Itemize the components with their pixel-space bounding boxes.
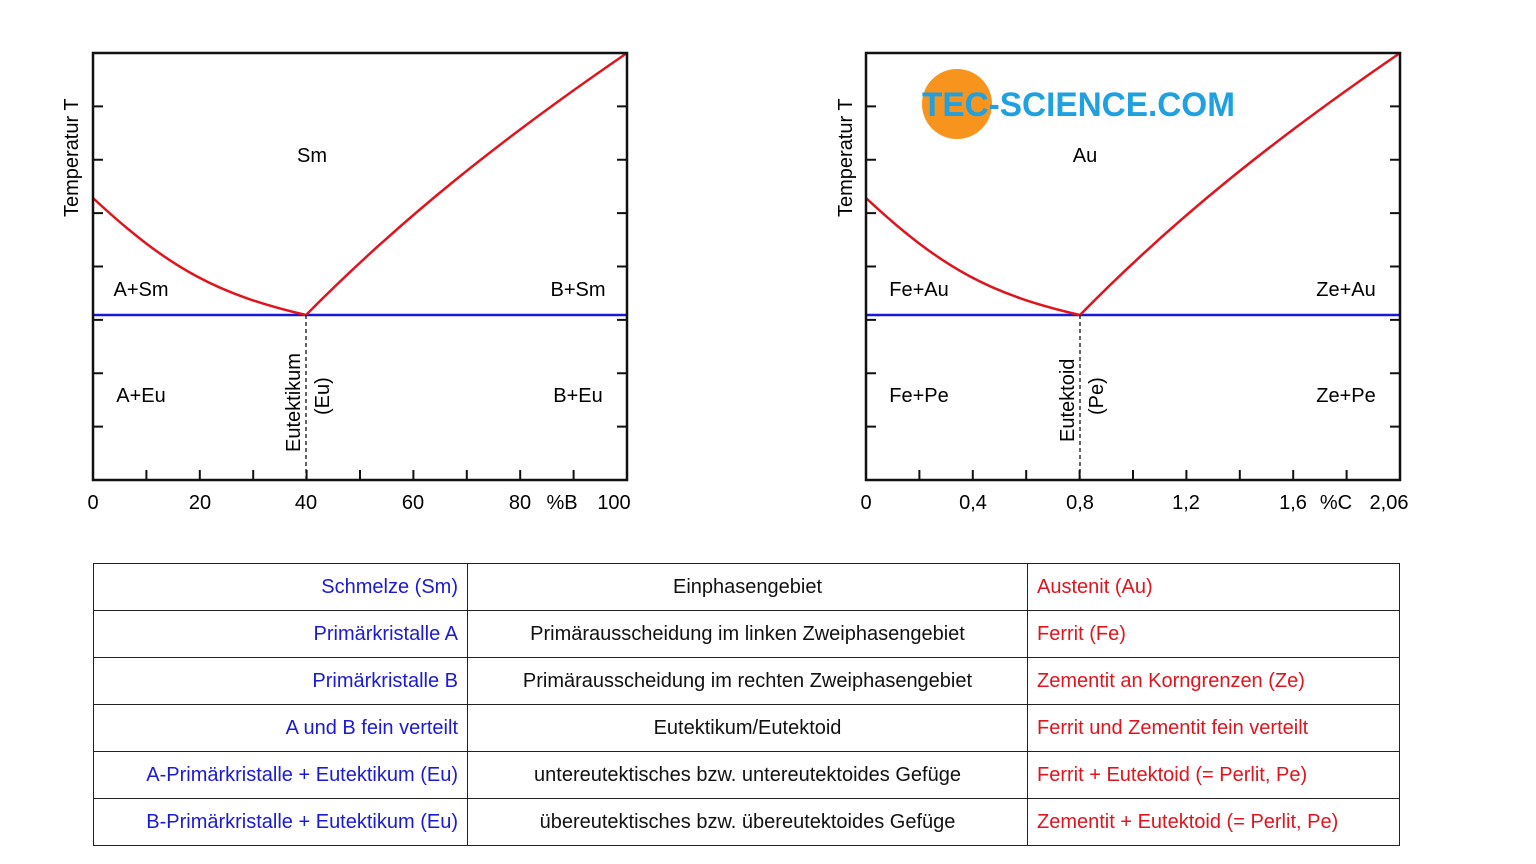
axis-ticks-left: [93, 105, 627, 480]
plot-frame-left: [91, 51, 629, 482]
logo-text: TEC-SCIENCE.COM: [922, 86, 1235, 124]
region-label-low-left: A+Eu: [116, 385, 165, 407]
steel-phase-cell: Ferrit und Zementit fein verteilt: [1027, 704, 1400, 752]
steel-phase-cell: Zementit + Eutektoid (= Perlit, Pe): [1027, 798, 1400, 846]
steel-phase-cell: Ferrit + Eutektoid (= Perlit, Pe): [1027, 751, 1400, 799]
table-row: Primärkristalle A Primärausscheidung im …: [93, 610, 1400, 658]
region-label-mid-right: B+Sm: [550, 279, 605, 301]
eutectoid-vertical-label-abbrev: (Pe): [1086, 377, 1108, 415]
y-axis-label-left: Temperatur T: [61, 98, 83, 217]
liquidus-left-branch: [92, 197, 307, 317]
region-label-low-left: Fe+Pe: [889, 385, 948, 407]
table-row: Schmelze (Sm) Einphasengebiet Austenit (…: [93, 563, 1400, 611]
phase-diagrams: Temperatur T Sm A+Sm B+Sm A+Eu B+Eu Eute…: [61, 51, 1409, 514]
x-tick-label: 40: [295, 492, 317, 514]
x-axis-label-left: %B: [546, 492, 577, 514]
alloy-phase-cell: Primärkristalle B: [93, 657, 468, 705]
description-cell: Einphasengebiet: [467, 563, 1028, 611]
steel-phase-cell: Ferrit (Fe): [1027, 610, 1400, 658]
acm-line: [1079, 51, 1401, 316]
x-tick-label: 0,4: [959, 492, 987, 514]
phase-legend-table: Schmelze (Sm) Einphasengebiet Austenit (…: [93, 563, 1400, 846]
region-label-top: Sm: [297, 145, 327, 167]
alloy-phase-cell: A-Primärkristalle + Eutektikum (Eu): [93, 751, 468, 799]
steel-phase-cell: Austenit (Au): [1027, 563, 1400, 611]
x-axis-label-right: %C: [1320, 492, 1352, 514]
region-label-mid-right: Ze+Au: [1316, 279, 1375, 301]
phase-diagram-left: Temperatur T Sm A+Sm B+Sm A+Eu B+Eu Eute…: [61, 51, 631, 514]
a3-line: [865, 197, 1081, 317]
axis-ticks-right: [866, 105, 1400, 480]
x-tick-label: 0: [87, 492, 98, 514]
liquidus-right-branch: [305, 51, 628, 316]
steel-phase-cell: Zementit an Korngrenzen (Ze): [1027, 657, 1400, 705]
x-tick-label: 60: [402, 492, 424, 514]
alloy-phase-cell: Schmelze (Sm): [93, 563, 468, 611]
eutectic-vertical-label: Eutektikum: [283, 353, 305, 452]
x-tick-label: 1,6: [1279, 492, 1307, 514]
x-tick-label: 0,8: [1066, 492, 1094, 514]
description-cell: übereutektisches bzw. übereutektoides Ge…: [467, 798, 1028, 846]
x-tick-label: 2,06: [1370, 492, 1409, 514]
plot-frame-right: [864, 51, 1402, 482]
table-row: A und B fein verteilt Eutektikum/Eutekto…: [93, 704, 1400, 752]
x-tick-label: 100: [597, 492, 630, 514]
region-label-mid-left: A+Sm: [113, 279, 168, 301]
description-cell: Primärausscheidung im rechten Zweiphasen…: [467, 657, 1028, 705]
description-cell: Primärausscheidung im linken Zweiphaseng…: [467, 610, 1028, 658]
description-cell: Eutektikum/Eutektoid: [467, 704, 1028, 752]
logo-circle: [922, 69, 992, 139]
region-label-top: Au: [1073, 145, 1097, 167]
region-label-low-right: Ze+Pe: [1316, 385, 1375, 407]
eutectoid-vertical-label: Eutektoid: [1057, 359, 1079, 442]
table-row: Primärkristalle B Primärausscheidung im …: [93, 657, 1400, 705]
eutectic-vertical-label-abbrev: (Eu): [312, 377, 334, 415]
table-row: B-Primärkristalle + Eutektikum (Eu) über…: [93, 798, 1400, 846]
alloy-phase-cell: A und B fein verteilt: [93, 704, 468, 752]
description-cell: untereutektisches bzw. untereutektoides …: [467, 751, 1028, 799]
phase-diagram-right: Temperatur T TEC-SCIENCE.COM Au Fe+Au Ze…: [835, 51, 1409, 514]
table-row: A-Primärkristalle + Eutektikum (Eu) unte…: [93, 751, 1400, 799]
x-tick-label: 0: [860, 492, 871, 514]
y-axis-label-right: Temperatur T: [835, 98, 857, 217]
region-label-mid-left: Fe+Au: [889, 279, 948, 301]
alloy-phase-cell: B-Primärkristalle + Eutektikum (Eu): [93, 798, 468, 846]
tec-science-logo: TEC-SCIENCE.COM: [922, 69, 1235, 139]
x-tick-label: 1,2: [1172, 492, 1200, 514]
x-tick-label: 80: [509, 492, 531, 514]
region-label-low-right: B+Eu: [553, 385, 602, 407]
alloy-phase-cell: Primärkristalle A: [93, 610, 468, 658]
x-tick-label: 20: [189, 492, 211, 514]
